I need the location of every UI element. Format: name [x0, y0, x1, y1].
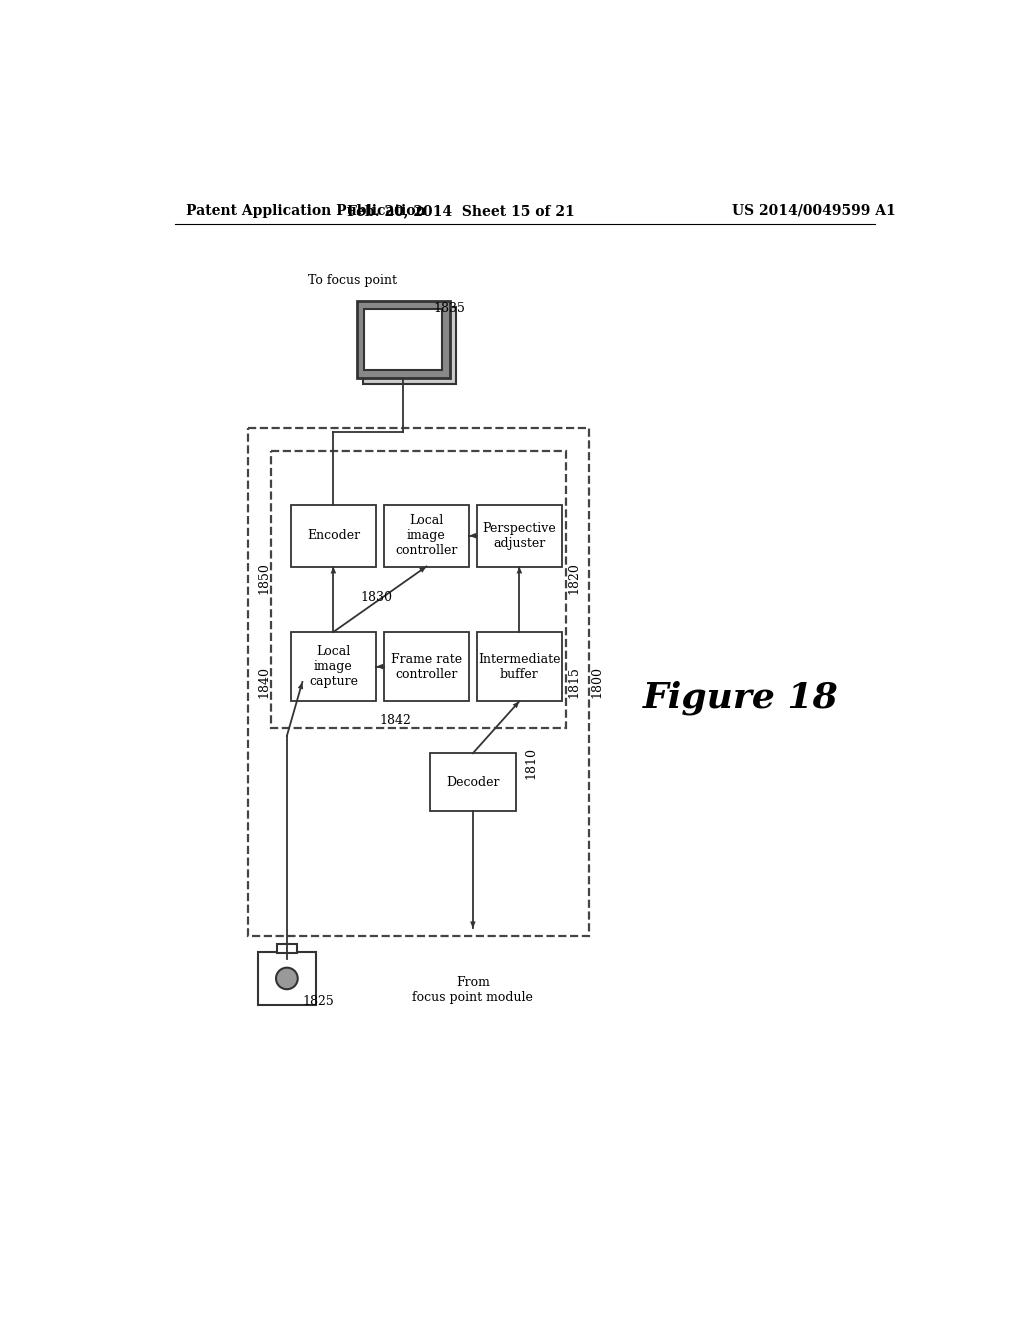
- Bar: [384, 506, 469, 566]
- Polygon shape: [400, 378, 406, 385]
- Circle shape: [276, 968, 298, 989]
- Text: 1842: 1842: [380, 714, 412, 727]
- Text: Decoder: Decoder: [446, 776, 500, 788]
- Bar: [291, 632, 376, 701]
- Text: Feb. 20, 2014  Sheet 15 of 21: Feb. 20, 2014 Sheet 15 of 21: [347, 203, 575, 218]
- Text: 1815: 1815: [567, 667, 581, 698]
- Bar: [271, 451, 566, 729]
- Text: 1835: 1835: [434, 302, 466, 315]
- Polygon shape: [513, 701, 519, 709]
- Text: US 2014/0049599 A1: US 2014/0049599 A1: [732, 203, 896, 218]
- Bar: [276, 944, 297, 953]
- Text: Local
image
controller: Local image controller: [395, 515, 458, 557]
- Text: Encoder: Encoder: [307, 529, 360, 543]
- Polygon shape: [419, 566, 426, 573]
- Text: Local
image
capture: Local image capture: [309, 645, 357, 688]
- Polygon shape: [376, 664, 383, 669]
- Text: Patent Application Publication: Patent Application Publication: [186, 203, 426, 218]
- Text: Frame rate
controller: Frame rate controller: [391, 652, 462, 681]
- Text: 1820: 1820: [567, 562, 581, 594]
- Bar: [291, 506, 376, 566]
- Bar: [384, 632, 469, 701]
- Bar: [430, 754, 515, 810]
- Bar: [362, 308, 456, 384]
- Text: Intermediate
buffer: Intermediate buffer: [478, 652, 560, 681]
- Text: From
focus point module: From focus point module: [413, 975, 534, 1005]
- Text: 1800: 1800: [591, 667, 603, 698]
- Text: Figure 18: Figure 18: [642, 680, 838, 714]
- Text: To focus point: To focus point: [308, 273, 397, 286]
- Bar: [365, 309, 442, 370]
- Text: 1830: 1830: [360, 591, 392, 603]
- Bar: [248, 428, 589, 936]
- Polygon shape: [516, 566, 522, 573]
- Bar: [258, 952, 316, 1006]
- Text: 1840: 1840: [257, 667, 270, 698]
- Polygon shape: [298, 682, 303, 689]
- Polygon shape: [469, 533, 476, 539]
- Polygon shape: [470, 921, 476, 928]
- Text: 1810: 1810: [524, 747, 538, 779]
- Text: 1850: 1850: [257, 562, 270, 594]
- Bar: [477, 506, 562, 566]
- Text: 1825: 1825: [302, 995, 334, 1008]
- Text: Perspective
adjuster: Perspective adjuster: [482, 521, 556, 549]
- Polygon shape: [331, 566, 336, 573]
- Bar: [356, 301, 450, 378]
- Bar: [477, 632, 562, 701]
